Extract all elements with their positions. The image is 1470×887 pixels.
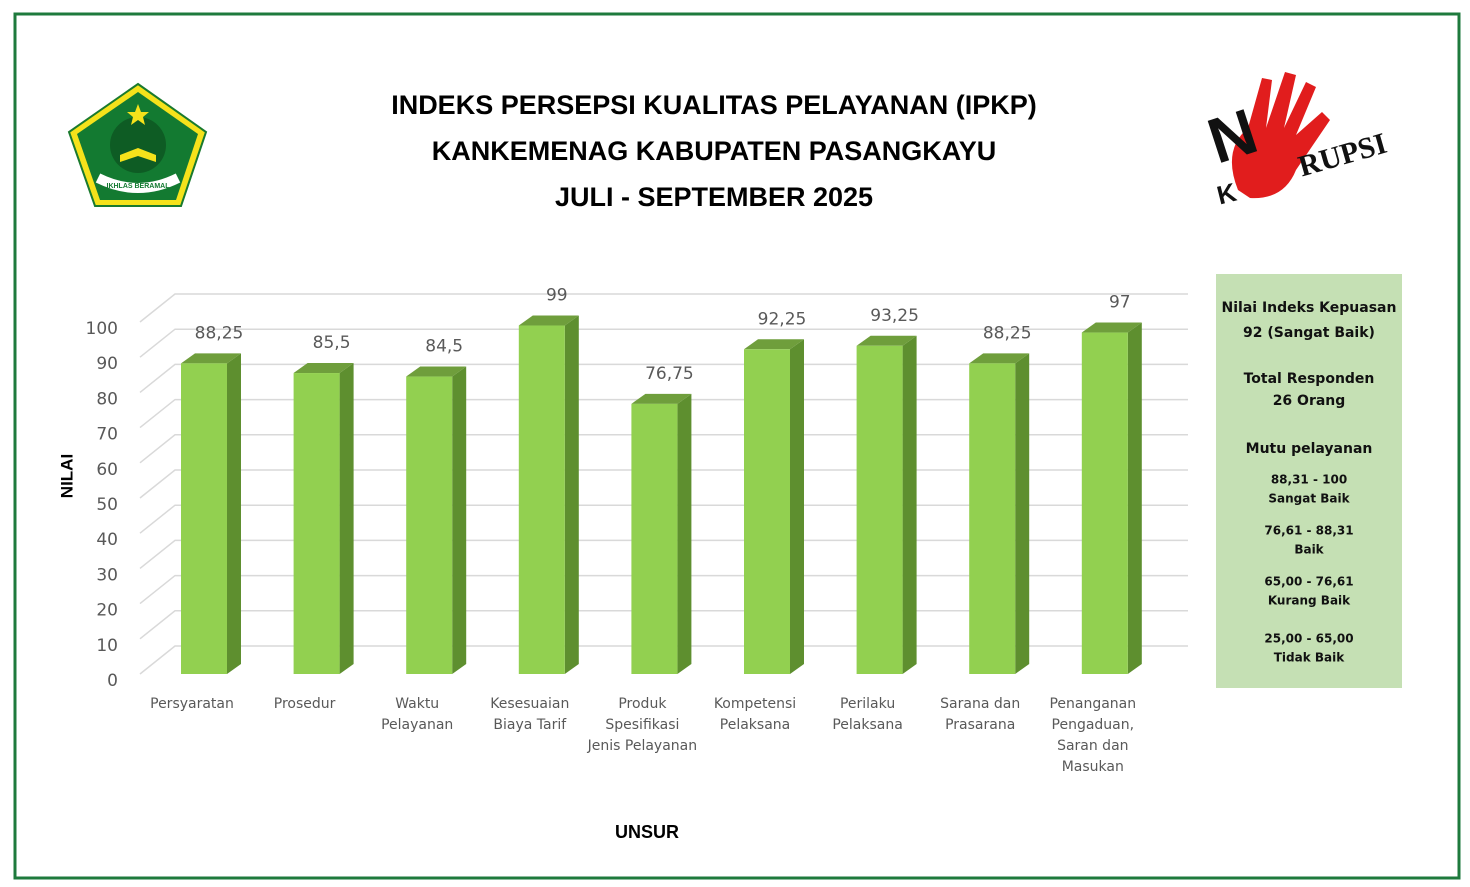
panel-text: 26 Orang <box>1273 393 1346 409</box>
panel-grade: Baik <box>1294 543 1324 557</box>
bar-top <box>293 363 354 374</box>
x-tick-label: Produk Spesifikasi Jenis Pelayanan <box>587 696 698 754</box>
bar-side <box>902 335 917 674</box>
panel-range: 76,61 - 88,31 <box>1264 524 1353 538</box>
info-panel <box>1216 274 1402 688</box>
left-logo: IKHLAS BERAMAL <box>67 82 208 207</box>
panel-grade: Kurang Baik <box>1268 594 1351 608</box>
y-tick-label: 30 <box>96 565 118 585</box>
grid-line <box>139 645 1188 675</box>
bar <box>181 363 227 674</box>
bar-top <box>744 339 804 350</box>
x-tick-label: Persyaratan <box>150 696 234 712</box>
y-tick-label: 100 <box>86 319 118 339</box>
x-tick-label: Sarana dan Prasarana <box>940 696 1021 733</box>
x-tick-label: Kesesuaian Biaya Tarif <box>490 696 570 733</box>
grid-line <box>139 328 1188 358</box>
chart-title: JULI - SEPTEMBER 2025 <box>555 182 873 212</box>
bar-top <box>1081 322 1142 333</box>
bar-side <box>1015 353 1030 674</box>
y-tick-label: 0 <box>107 671 118 691</box>
y-tick-label: 90 <box>96 354 118 374</box>
bar-top <box>518 315 579 326</box>
chart-title: KANKEMENAG KABUPATEN PASANGKAYU <box>432 136 997 166</box>
bar <box>518 325 565 674</box>
data-label: 97 <box>1109 293 1131 313</box>
bar <box>631 403 678 674</box>
panel-range: 88,31 - 100 <box>1271 473 1347 487</box>
x-tick-label: Perilaku Pelaksana <box>832 696 903 733</box>
panel-text: Total Responden <box>1244 371 1375 387</box>
grid-line <box>139 539 1188 569</box>
chart-title: INDEKS PERSEPSI KUALITAS PELAYANAN (IPKP… <box>391 90 1037 120</box>
x-axis-label: UNSUR <box>615 822 679 842</box>
bar <box>969 363 1016 674</box>
bar-side <box>339 363 354 674</box>
y-tick-label: 80 <box>96 389 118 409</box>
x-tick-label: Kompetensi Pelaksana <box>713 696 797 733</box>
bar <box>293 373 340 674</box>
bar <box>856 345 903 674</box>
grid-line <box>139 363 1188 393</box>
bar-top <box>969 353 1030 364</box>
grid-line <box>139 469 1188 499</box>
right-logo: N K RUPSI <box>1199 72 1390 210</box>
panel-grade: Sangat Baik <box>1268 492 1350 506</box>
frame <box>13 12 1461 880</box>
y-tick-label: 20 <box>96 601 118 621</box>
y-tick-label: 60 <box>96 460 118 480</box>
data-label: 93,25 <box>870 306 919 326</box>
bar-side <box>227 353 241 674</box>
grid-line <box>139 398 1188 429</box>
bar-top <box>181 353 241 364</box>
y-tick-label: 10 <box>96 636 118 656</box>
grid-line <box>139 434 1188 464</box>
data-label: 76,75 <box>645 364 694 384</box>
bar-side <box>564 315 579 674</box>
bar-side <box>790 339 804 674</box>
data-label: 84,5 <box>425 337 463 357</box>
grid-line <box>139 610 1188 640</box>
bar <box>406 376 453 674</box>
data-label: 88,25 <box>195 323 244 343</box>
y-tick-label: 40 <box>96 530 118 550</box>
data-label: 88,25 <box>983 323 1032 343</box>
bar <box>1081 332 1128 674</box>
data-label: 85,5 <box>313 333 351 353</box>
x-tick-label: Waktu Pelayanan <box>381 696 454 733</box>
panel-grade: Tidak Baik <box>1274 651 1346 665</box>
x-tick-label: Prosedur <box>273 696 336 712</box>
panel-text: Mutu pelayanan <box>1246 441 1373 457</box>
panel-range: 25,00 - 65,00 <box>1264 632 1353 646</box>
panel-text: 92 (Sangat Baik) <box>1243 325 1375 341</box>
y-tick-label: 70 <box>96 425 118 445</box>
bar-side <box>677 393 692 674</box>
grid-line <box>139 504 1188 534</box>
bar <box>744 349 790 674</box>
y-axis-label: NILAI <box>57 454 76 498</box>
bar-side <box>1127 322 1142 674</box>
panel-text: Nilai Indeks Kepuasan <box>1222 300 1397 316</box>
grid-line <box>139 574 1188 605</box>
bar-side <box>452 366 467 674</box>
bar-top <box>856 335 917 346</box>
data-label: 92,25 <box>758 309 807 329</box>
y-tick-label: 50 <box>96 495 118 515</box>
bar-top <box>631 393 692 404</box>
grid-line <box>139 293 1188 323</box>
panel-range: 65,00 - 76,61 <box>1264 575 1353 589</box>
data-label: 99 <box>546 286 568 306</box>
bar-top <box>406 366 467 377</box>
logo-text: IKHLAS BERAMAL <box>107 183 171 190</box>
x-tick-label: Penanganan Pengaduan, Saran dan Masukan <box>1049 696 1137 775</box>
